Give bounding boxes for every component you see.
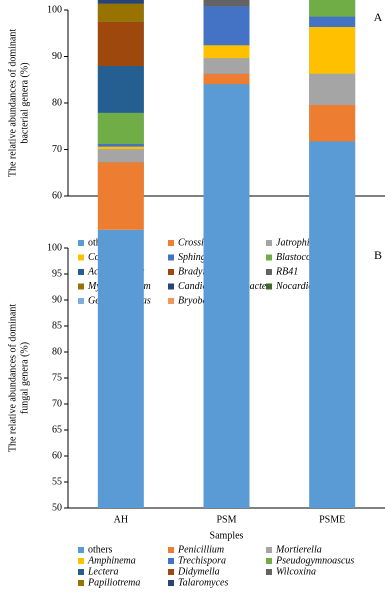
y-tick-label: 60: [52, 450, 62, 461]
bar-segment: [203, 6, 250, 46]
y-tick-label: 100: [47, 4, 62, 15]
bar-segment: [203, 58, 250, 74]
legend-label: Trechispora: [178, 555, 226, 566]
bar-segment: [97, 66, 144, 113]
legend-label: Bryobacter: [178, 295, 223, 306]
bar-segment: [97, 0, 144, 4]
legend-swatch: [168, 254, 174, 261]
bar-segment: [203, 73, 250, 85]
legend-label: Nocardioides: [275, 281, 330, 292]
legend-swatch: [78, 269, 84, 275]
legend-swatch: [266, 569, 272, 575]
bar-segment: [309, 105, 356, 142]
panel-label: A: [374, 10, 383, 24]
legend-label: Lectera: [87, 566, 119, 577]
legend-swatch: [78, 558, 84, 564]
bar-segment: [203, 0, 250, 7]
x-tick-label: PSM: [216, 514, 236, 525]
x-tick-label: AH: [114, 514, 128, 525]
y-tick-label: 55: [52, 476, 62, 487]
bar-segment: [309, 73, 356, 105]
legend-swatch: [78, 283, 84, 290]
bar-segment: [309, 141, 356, 508]
legend-swatch: [168, 298, 174, 304]
legend-label: Talaromyces: [178, 577, 228, 588]
legend-label: Papiliotrema: [87, 577, 140, 588]
y-tick-label: 65: [52, 424, 62, 435]
legend-label: Penicillium: [177, 544, 224, 555]
legend-label: Pseudogymnoascus: [275, 555, 354, 566]
y-tick-label: 90: [52, 294, 62, 305]
legend-swatch: [78, 547, 84, 553]
legend-swatch: [168, 269, 174, 275]
legend-swatch: [78, 254, 84, 261]
bar-segment: [97, 112, 144, 144]
legend-label: RB41: [275, 266, 298, 277]
legend-swatch: [266, 269, 272, 275]
y-tick-label: 85: [52, 320, 62, 331]
x-tick-label: PSME: [319, 514, 345, 525]
y-tick-label: 90: [52, 51, 62, 62]
legend-swatch: [168, 240, 174, 246]
y-tick-label: 70: [52, 144, 62, 155]
legend-label: Didymella: [177, 566, 220, 577]
legend-swatch: [78, 240, 84, 246]
legend-swatch: [78, 298, 84, 304]
y-tick-label: 75: [52, 372, 62, 383]
legend-swatch: [168, 547, 174, 553]
legend-swatch: [266, 547, 272, 553]
y-tick-label: 50: [52, 502, 62, 513]
y-axis-title: The relative abundances of dominant: [7, 304, 18, 452]
bar-segment: [97, 146, 144, 150]
y-axis-title: fungal genera (%): [19, 342, 30, 414]
bar-segment: [97, 229, 144, 509]
bar-segment: [309, 27, 356, 74]
legend-swatch: [168, 558, 174, 564]
legend-swatch: [168, 580, 174, 586]
bar-segment: [203, 84, 250, 508]
bar-segment: [97, 21, 144, 66]
legend-label: Mortierella: [275, 544, 322, 555]
legend-swatch: [266, 558, 272, 564]
y-axis-title: The relative abundances of dominant: [7, 29, 18, 177]
legend-swatch: [78, 580, 84, 586]
legend-swatch: [78, 569, 84, 575]
y-tick-label: 100: [47, 242, 62, 253]
bar-segment: [309, 16, 356, 27]
panel-label: B: [374, 248, 382, 262]
bar-segment: [97, 3, 144, 22]
legend-swatch: [266, 283, 272, 290]
y-axis-title: bacterial genera (%): [19, 62, 30, 143]
bar-segment: [97, 144, 144, 147]
y-tick-label: 95: [52, 268, 62, 279]
legend-label: Crossiella: [178, 237, 219, 248]
y-tick-label: 80: [52, 346, 62, 357]
y-tick-label: 80: [52, 97, 62, 108]
legend-swatch: [168, 569, 174, 575]
bar-segment: [97, 162, 144, 230]
bar-segment: [309, 0, 356, 17]
y-tick-label: 70: [52, 398, 62, 409]
legend-label: Blastococcus: [276, 252, 329, 263]
legend-label: others: [88, 544, 113, 555]
legend-label: Wilcoxina: [276, 566, 316, 577]
bar-segment: [203, 45, 250, 59]
legend-swatch: [266, 254, 272, 261]
legend-swatch: [168, 283, 174, 290]
bar-segment: [97, 149, 144, 163]
y-tick-label: 60: [52, 190, 62, 201]
x-axis-title: Samples: [210, 530, 244, 541]
legend-label: Amphinema: [87, 555, 136, 566]
legend-swatch: [266, 240, 272, 246]
